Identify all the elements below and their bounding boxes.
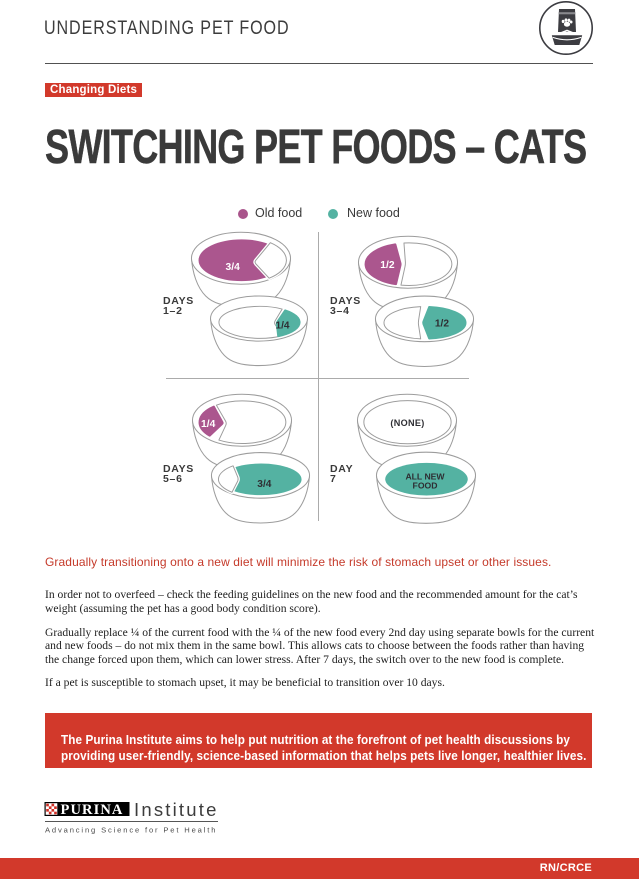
- svg-text:1/2: 1/2: [380, 260, 395, 271]
- svg-text:ALL NEW: ALL NEW: [405, 472, 445, 482]
- svg-text:3/4: 3/4: [257, 479, 271, 490]
- svg-text:1/4: 1/4: [201, 419, 216, 430]
- svg-text:Advancing Science for Pet Heal: Advancing Science for Pet Health: [45, 826, 217, 835]
- svg-text:PURINA: PURINA: [61, 802, 124, 818]
- svg-text:1/2: 1/2: [435, 319, 449, 330]
- svg-text:(NONE): (NONE): [390, 418, 424, 428]
- svg-text:FOOD: FOOD: [413, 480, 438, 490]
- svg-text:Institute: Institute: [134, 800, 219, 820]
- svg-text:1/4: 1/4: [276, 321, 290, 332]
- svg-text:3/4: 3/4: [226, 262, 241, 273]
